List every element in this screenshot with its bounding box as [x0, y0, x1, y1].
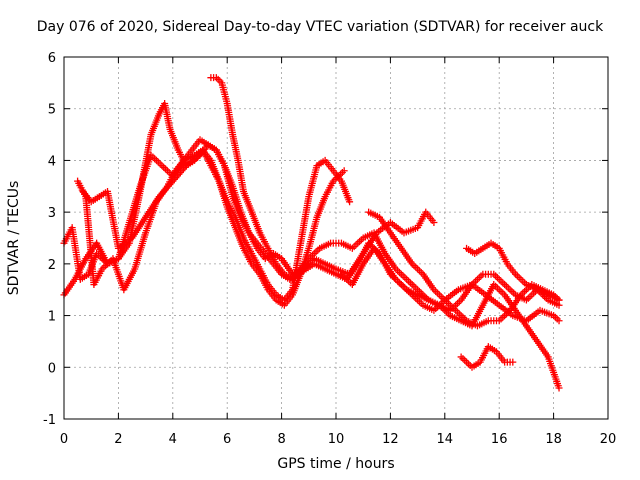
x-tick-label: 8 — [277, 432, 285, 447]
y-tick-label: 6 — [48, 51, 56, 66]
data-points — [61, 74, 563, 391]
x-tick-label: 14 — [437, 432, 454, 447]
x-tick-label: 12 — [382, 432, 399, 447]
y-tick-label: 0 — [48, 361, 56, 376]
x-tick-label: 16 — [491, 432, 508, 447]
x-tick-label: 10 — [328, 432, 345, 447]
series-trace-5 — [207, 74, 562, 391]
x-tick-label: 4 — [169, 432, 177, 447]
series-trace-1 — [61, 100, 354, 304]
y-tick-label: 4 — [48, 154, 56, 169]
series-trace-9 — [463, 240, 562, 309]
x-tick-label: 6 — [223, 432, 231, 447]
y-tick-label: 2 — [48, 258, 56, 273]
y-tick-label: 1 — [48, 310, 56, 325]
x-tick-label: 2 — [114, 432, 122, 447]
x-tick-label: 18 — [545, 432, 562, 447]
chart-canvas: 0 2 4 6 8 10 12 14 16 18 20-10123456 — [0, 0, 640, 480]
y-tick-label: -1 — [43, 413, 56, 428]
y-tick-label: 3 — [48, 206, 56, 221]
x-tick-label: 20 — [600, 432, 617, 447]
y-tick-label: 5 — [48, 103, 56, 118]
x-tick-label: 0 — [60, 432, 68, 447]
series-trace-8 — [458, 343, 517, 371]
